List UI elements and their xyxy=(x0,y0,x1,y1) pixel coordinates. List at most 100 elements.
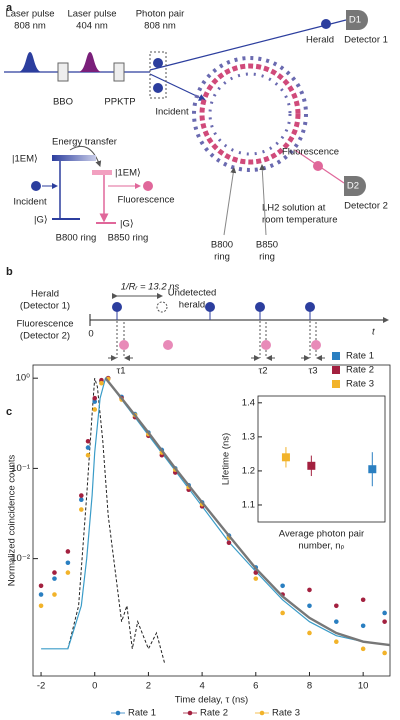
y-axis-label: Normalized coincidence counts xyxy=(7,455,18,587)
photon xyxy=(143,181,153,191)
data-point xyxy=(38,592,44,597)
data-point xyxy=(253,570,259,575)
legend-marker xyxy=(332,366,340,374)
label: herald xyxy=(179,300,205,311)
label: τ2 xyxy=(258,366,267,377)
data-point xyxy=(79,507,84,512)
pulse xyxy=(78,52,102,72)
label: Herald xyxy=(31,289,59,300)
legend-marker xyxy=(332,352,340,360)
level xyxy=(52,155,96,161)
x-tick-label: 4 xyxy=(199,681,204,692)
data-point xyxy=(92,407,98,412)
data-point xyxy=(307,603,312,609)
data-point xyxy=(85,438,91,444)
data-point xyxy=(38,583,44,589)
label: t xyxy=(372,327,375,338)
y-tick-label: 1.2 xyxy=(242,465,255,476)
label: Detector 1 xyxy=(344,35,388,46)
data-point xyxy=(92,399,98,404)
photon xyxy=(321,19,331,29)
label: ring xyxy=(259,252,275,263)
legend-label: Rate 2 xyxy=(346,365,374,376)
y-tick-label: 10⁰ xyxy=(16,373,31,384)
photon xyxy=(153,83,163,93)
data-point xyxy=(281,453,290,462)
pulse xyxy=(18,52,42,72)
panel-label: a xyxy=(6,2,13,14)
data-point xyxy=(65,549,71,554)
data-point xyxy=(280,583,285,589)
x-tick-label: 6 xyxy=(253,681,258,692)
legend-label: Rate 2 xyxy=(200,708,228,719)
data-point xyxy=(253,576,259,581)
photon xyxy=(119,340,129,350)
guides xyxy=(116,309,317,358)
label: Incident xyxy=(13,197,47,208)
crystal xyxy=(57,62,69,82)
data-point xyxy=(307,461,316,470)
plot-frame xyxy=(32,364,391,677)
lh2-ring xyxy=(192,56,308,172)
label: |1EM⟩ xyxy=(115,168,141,179)
data-point xyxy=(382,650,387,656)
label: D2 xyxy=(347,181,359,192)
detector xyxy=(346,10,368,30)
y-tick-label: 1.1 xyxy=(242,499,255,510)
panel-b: b Herald (Detector 1) Fluorescence (Dete… xyxy=(6,266,389,377)
label: B850 xyxy=(256,240,278,251)
x-tick-label: 0 xyxy=(92,681,97,692)
label: τ3 xyxy=(308,366,317,377)
label: room temperature xyxy=(262,215,338,226)
panel-c: -2 0 2 4 6 8 10 10⁻² 10⁻¹ 10⁰ Normalized coinciden… xyxy=(7,351,391,719)
label: B800 ring xyxy=(56,233,97,244)
level xyxy=(92,170,112,175)
data-point xyxy=(92,395,98,401)
label: Herald xyxy=(306,35,334,46)
inset-frame xyxy=(257,395,386,523)
label: |1EM⟩ xyxy=(12,154,38,165)
crystal xyxy=(113,62,125,82)
data-point xyxy=(79,497,84,502)
legend-label: Rate 1 xyxy=(346,351,374,362)
arrow xyxy=(259,164,267,236)
label: Energy transfer xyxy=(52,137,117,148)
label: B850 ring xyxy=(108,233,149,244)
label: Incident xyxy=(155,107,189,118)
data-point xyxy=(280,610,285,616)
data-point xyxy=(52,570,57,575)
photon xyxy=(31,181,41,191)
x-tick-label: -2 xyxy=(37,681,45,692)
label: BBO xyxy=(53,97,73,108)
panel-label: c xyxy=(6,406,12,418)
x-axis-label: Average photon pair xyxy=(279,529,364,540)
label: ring xyxy=(214,252,230,263)
y-axis-label: Lifetime (ns) xyxy=(221,433,232,485)
photon xyxy=(153,58,163,68)
data-point xyxy=(99,380,104,386)
y-tick-label: 10⁻¹ xyxy=(11,463,30,474)
photon xyxy=(311,340,321,350)
data-point xyxy=(334,619,339,624)
photon xyxy=(305,302,315,312)
photon xyxy=(313,161,323,171)
fit-line xyxy=(67,378,165,663)
data-point xyxy=(334,639,339,644)
label: Photon pair xyxy=(136,9,185,20)
label: 1/Rᵣ = 13.2 ns xyxy=(121,282,180,293)
x-axis-label: number, nₚ xyxy=(298,541,344,552)
label: Detector 2 xyxy=(344,201,388,212)
label: (Detector 2) xyxy=(20,331,70,342)
panel-a: a Laser pulse 808 nm Laser pulse 404 nm … xyxy=(4,2,388,263)
data-point xyxy=(79,493,84,498)
data-point xyxy=(52,576,57,581)
photon xyxy=(255,302,265,312)
data-point xyxy=(226,540,232,546)
data-point xyxy=(307,630,312,636)
legend-label: Rate 1 xyxy=(128,708,156,719)
data-point xyxy=(52,592,57,597)
data-point xyxy=(65,560,71,566)
data-point xyxy=(360,646,366,652)
label: 404 nm xyxy=(76,21,108,32)
label: Fluorescence xyxy=(16,319,73,330)
